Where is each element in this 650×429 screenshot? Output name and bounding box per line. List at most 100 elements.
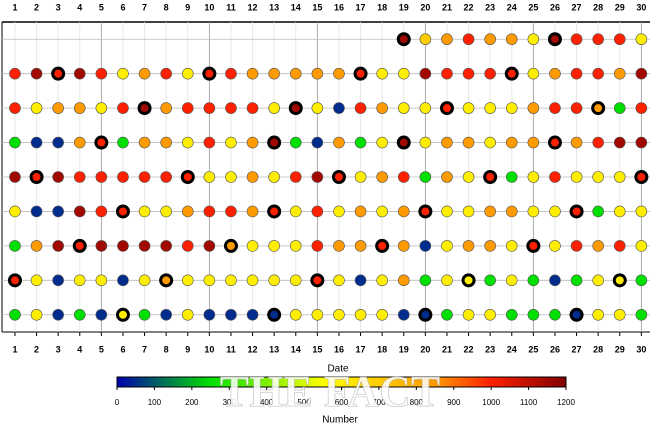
dot [441,205,453,218]
x-tick-label-top: 1 [12,2,17,12]
dot [419,33,432,46]
colorbar-tick-label: 1100 [520,398,538,407]
x-tick-label-top: 21 [442,2,452,12]
dot-outlined [591,101,606,116]
x-tick-label-top: 10 [204,2,214,12]
dot [30,274,43,287]
dot [570,102,583,114]
dot [203,136,216,149]
dot-outlined [396,32,411,47]
dot [268,102,280,114]
dot [570,171,583,183]
dot [354,205,367,218]
x-tick-label-bottom: 16 [334,344,344,354]
dot [376,102,388,114]
x-tick-label-top: 13 [269,2,279,12]
dot-outlined [375,238,390,253]
dot [52,171,64,183]
dot [268,274,280,287]
dot [160,240,172,252]
dot [225,308,237,321]
dot [203,308,216,321]
dot [9,171,21,183]
dot [376,205,388,218]
dot [30,240,43,252]
dot [527,274,540,287]
dot [333,205,345,218]
dot [462,308,475,321]
dot-outlined [267,204,282,219]
dot [333,67,345,80]
x-tick-label-top: 3 [56,2,61,12]
dot [354,102,367,114]
dot [397,102,410,114]
dot [225,171,237,183]
x-tick-label-bottom: 27 [572,344,582,354]
x-tick-label-top: 22 [464,2,474,12]
dot-outlined [353,66,368,81]
dot-outlined [202,66,217,81]
x-tick-label-bottom: 23 [485,344,495,354]
dot [397,274,410,287]
dot [246,171,259,183]
dot [52,308,64,321]
dot-outlined [612,273,627,288]
x-tick-label-bottom: 10 [204,344,214,354]
dot-outlined [526,238,541,253]
dot [484,205,496,218]
x-tick-label-top: 11 [226,2,236,12]
x-tick-label-bottom: 3 [56,344,61,354]
dot [52,240,64,252]
dot-outlined [137,101,152,116]
dot [138,67,151,80]
dot [354,171,367,183]
x-tick-label-top: 29 [615,2,625,12]
dot [505,136,518,149]
dot [527,171,540,183]
dot [225,136,237,149]
dot [354,308,367,321]
x-tick-label-bottom: 9 [185,344,190,354]
dot-outlined [267,135,282,150]
dot [73,136,86,149]
dot [462,136,475,149]
dot [613,205,626,218]
x-axis-label: Date [327,364,349,375]
dot [419,102,432,114]
dot-outlined [461,273,476,288]
dot [268,240,280,252]
dot [462,171,475,183]
x-tick-label-top: 20 [420,2,430,12]
x-tick-label-top: 4 [77,2,82,12]
dot [635,205,648,218]
dot-outlined [7,273,22,288]
dot [311,136,324,149]
x-tick-label-top: 26 [550,2,560,12]
dot-outlined [439,101,454,116]
dot [203,205,216,218]
dot-outlined [547,135,562,150]
dot [333,102,345,114]
dot [549,171,561,183]
dot [225,205,237,218]
dot-outlined [115,307,130,322]
dot [138,274,151,287]
dot [462,67,475,80]
dot [462,205,475,218]
dot [527,205,540,218]
x-tick-label-bottom: 21 [442,344,452,354]
dot [376,274,388,287]
dot-outlined [72,238,87,253]
dot [117,171,129,183]
dot [225,67,237,80]
x-tick-label-top: 24 [507,2,517,12]
dot [484,102,496,114]
dot [181,205,194,218]
dot [73,67,86,80]
dot [613,67,626,80]
x-tick-label-top: 16 [334,2,344,12]
dot [160,102,172,114]
dot [441,274,453,287]
dot [138,136,151,149]
x-tick-label-top: 9 [185,2,190,12]
